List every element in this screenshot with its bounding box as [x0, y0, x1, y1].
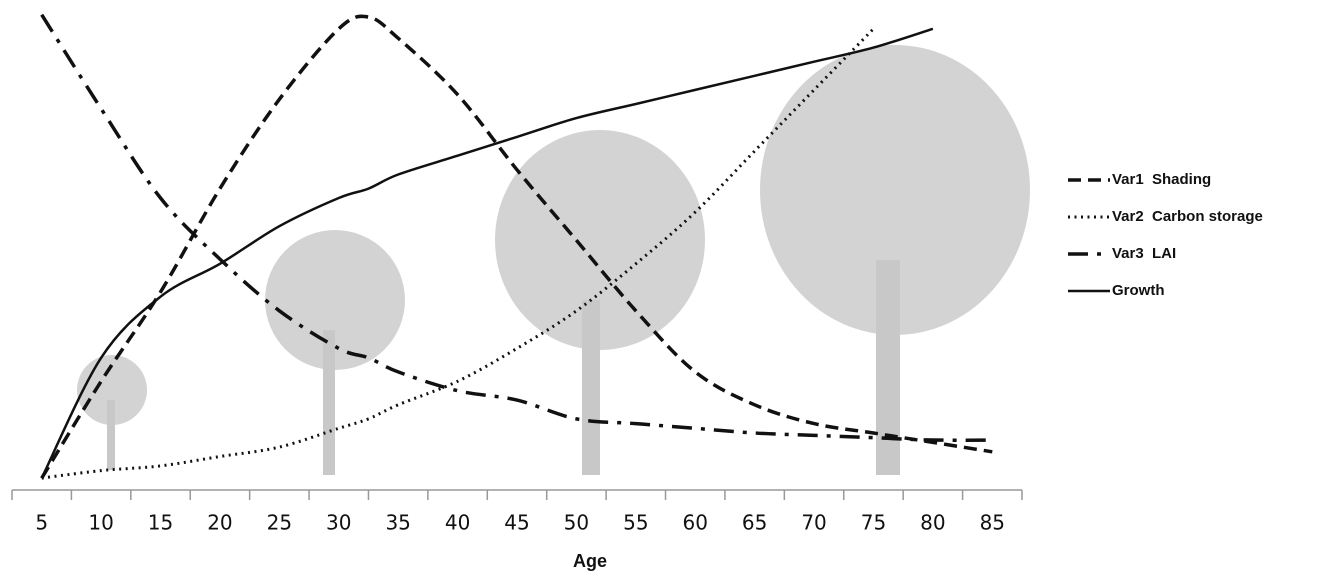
x-tick-label: 30 [326, 511, 351, 535]
legend-name: Growth [1112, 282, 1165, 299]
x-tick-label: 70 [801, 511, 826, 535]
x-tick-label: 35 [385, 511, 410, 535]
x-tick-label: 80 [920, 511, 945, 535]
x-tick-label: 40 [445, 511, 470, 535]
tree-decoration [77, 45, 1030, 475]
x-tick-label: 15 [148, 511, 173, 535]
legend-name: Var1 [1112, 171, 1144, 188]
x-tick-label: 25 [267, 511, 292, 535]
legend-label: LAI [1152, 245, 1176, 262]
legend-label: Carbon storage [1152, 208, 1263, 225]
x-tick-label: 65 [742, 511, 767, 535]
series-line [40, 14, 993, 480]
x-tick-label: 55 [623, 511, 648, 535]
legend-name: Var3 [1112, 245, 1144, 262]
x-axis-title: Age [573, 551, 607, 571]
x-tick-label: 45 [504, 511, 529, 535]
legend-label: Shading [1152, 171, 1211, 188]
x-tick-label: 50 [564, 511, 589, 535]
legend-name: Var2 [1112, 208, 1144, 225]
series-line [40, 13, 993, 442]
series-line [41, 27, 875, 480]
x-tick-label: 85 [980, 511, 1005, 535]
x-tick-label: 5 [35, 511, 48, 535]
x-tick-label: 60 [683, 511, 708, 535]
x-tick-label: 10 [88, 511, 113, 535]
x-tick-label: 20 [207, 511, 232, 535]
series-line [40, 27, 934, 479]
x-tick-label: 75 [861, 511, 886, 535]
